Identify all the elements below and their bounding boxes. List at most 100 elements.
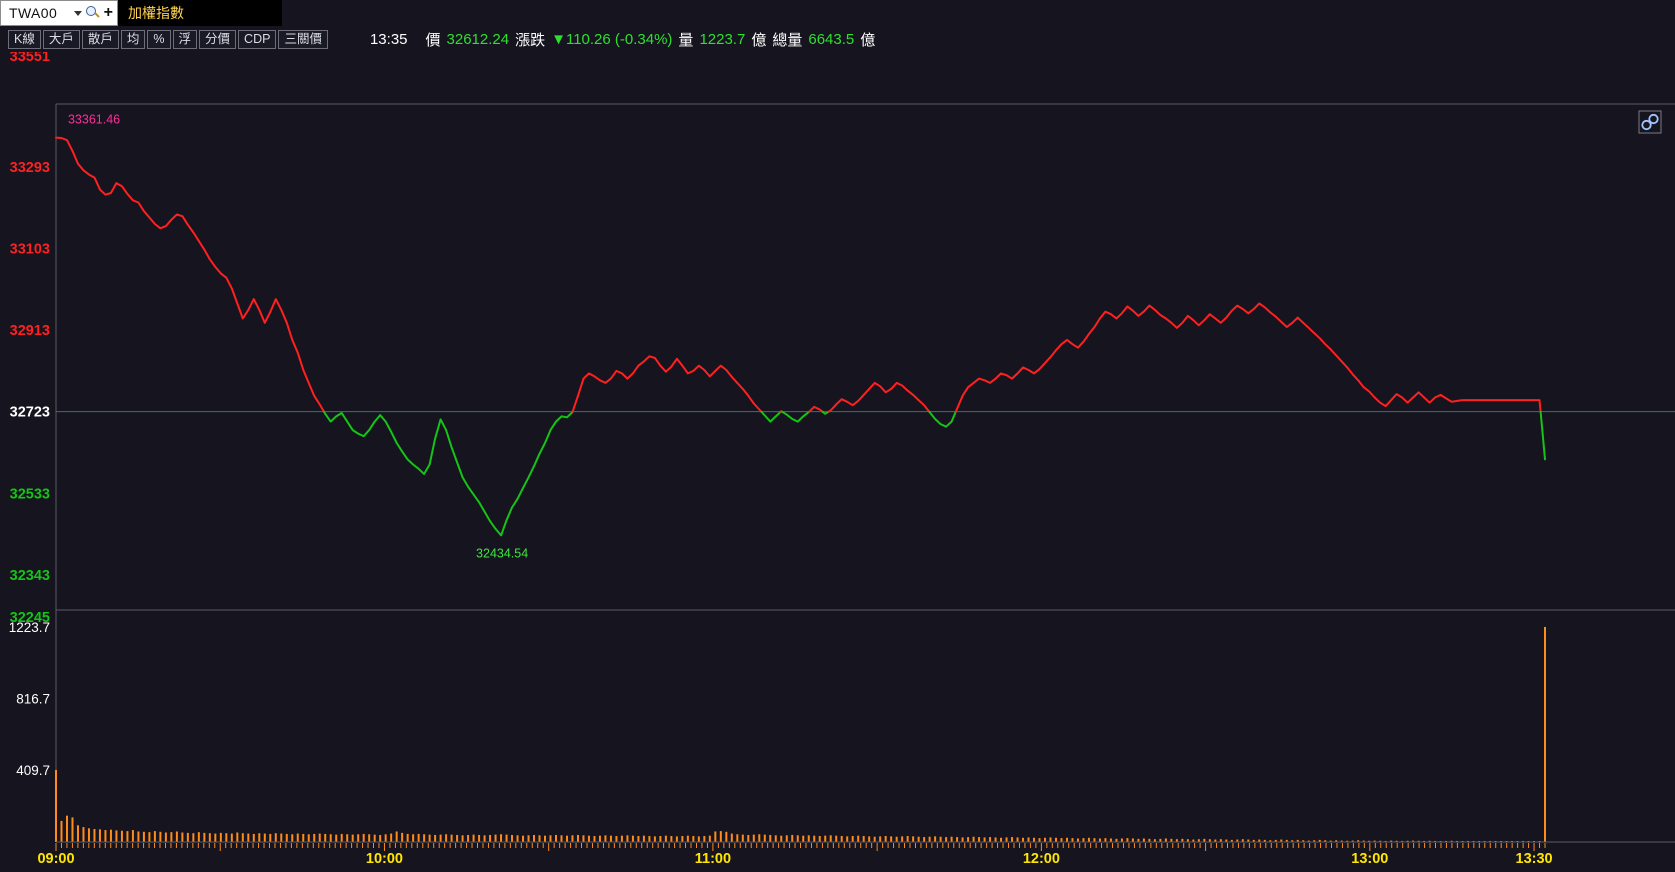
volume-bar (730, 833, 733, 842)
volume-bar (763, 834, 766, 842)
volume-bar (131, 830, 134, 842)
volume-bar (1285, 839, 1288, 842)
volume-bar (862, 836, 865, 842)
volume-bar (1489, 840, 1492, 842)
volume-bar (357, 834, 360, 842)
volume-bar (1296, 839, 1299, 842)
volume-bar (939, 836, 942, 842)
volume-bar (972, 836, 975, 842)
tool-button-priceladder[interactable]: 分價 (199, 29, 237, 49)
volume-bar (560, 835, 563, 842)
toolbar: K線 大戶 散戶 均 % 浮 分價 CDP 三關價 13:35 價 32612.… (0, 26, 1675, 52)
price-line-down (323, 410, 574, 537)
volume-bar (1208, 839, 1211, 842)
volume-bar (846, 836, 849, 842)
volume-bar (609, 835, 612, 842)
volume-bar (780, 835, 783, 842)
intraday-chart[interactable]: 33551 33293 33103 32913 32723 32533 32343 32245… (0, 52, 1675, 872)
volume-bar (285, 833, 288, 842)
volume-bar (989, 837, 992, 842)
volume-bar (1197, 839, 1200, 842)
link-chain-icon[interactable] (1638, 110, 1662, 134)
volume-bar (994, 837, 997, 842)
tool-button-cdp[interactable]: CDP (238, 29, 277, 49)
volume-bar (93, 828, 96, 842)
volume-bar (1445, 840, 1448, 842)
volume-bar (692, 836, 695, 842)
add-icon[interactable]: + (103, 4, 113, 21)
volume-bar (1423, 840, 1426, 842)
volume-bar (1417, 840, 1420, 842)
volume-bar (1346, 840, 1349, 842)
tool-button-bigplayer[interactable]: 大戶 (42, 29, 80, 49)
volume-bar (368, 834, 371, 842)
volume-bar (1098, 838, 1101, 842)
volume-bar (1033, 837, 1036, 842)
volume-bar (1054, 837, 1057, 842)
volume-bar (313, 833, 316, 842)
tool-button-retail[interactable]: 散戶 (81, 29, 119, 49)
volume-bar (472, 834, 475, 842)
volume-bar (1241, 839, 1244, 842)
volume-bar (351, 834, 354, 842)
volume-bar (686, 835, 689, 842)
volume-bar (390, 833, 393, 842)
volume-bar (1049, 837, 1052, 842)
volume-bar (544, 835, 547, 842)
symbol-name-box: 加權指數 (118, 0, 282, 26)
volume-bar (1247, 839, 1250, 842)
volume-bar (868, 836, 871, 842)
volume-bar (1203, 838, 1206, 842)
volume-bar (340, 833, 343, 842)
price-line-down (821, 410, 830, 415)
volume-bar (219, 832, 222, 842)
volume-bar (1373, 840, 1376, 842)
volume-bar (478, 834, 481, 842)
tool-button-kline[interactable]: K線 (8, 29, 41, 49)
volume-bar (1379, 840, 1382, 842)
volume-bar (1044, 837, 1047, 842)
volume-bar (615, 836, 618, 842)
volume-bar (1351, 840, 1354, 842)
volume-axis-tick: 409.7 (16, 763, 50, 778)
chevron-down-icon[interactable] (73, 10, 82, 16)
volume-bar (1153, 839, 1156, 842)
tool-button-average[interactable]: 均 (120, 29, 146, 49)
volume-bar (175, 831, 178, 842)
price-axis-tick: 32245 (10, 610, 50, 626)
chart-area[interactable]: 33551 33293 33103 32913 32723 32533 32343 32245… (0, 52, 1675, 872)
search-icon[interactable] (85, 6, 100, 20)
volume-bar (934, 836, 937, 842)
tool-button-float[interactable]: 浮 (172, 29, 198, 49)
volume-bar (230, 833, 233, 842)
tool-button-threegate[interactable]: 三關價 (278, 29, 328, 49)
volume-bar (1544, 626, 1546, 842)
volume-bar (967, 837, 970, 842)
symbol-input-box[interactable]: TWA00 + (0, 0, 118, 26)
volume-bar (1252, 839, 1255, 842)
quote-change-label: 漲跌 (515, 31, 546, 49)
tool-button-percent[interactable]: % (147, 29, 171, 49)
time-axis-label: 10:00 (366, 851, 403, 867)
volume-axis-tick: 816.7 (16, 692, 50, 707)
volume-bar (258, 833, 261, 842)
symbol-input[interactable]: TWA00 (9, 5, 58, 21)
volume-bar (626, 835, 629, 842)
price-axis-tick: 33103 (10, 241, 50, 257)
volume-bar (961, 837, 964, 842)
volume-bar (439, 834, 442, 842)
volume-bar (565, 835, 568, 842)
volume-bar (55, 769, 57, 842)
volume-bar (324, 833, 327, 842)
day-low-label: 32434.54 (476, 547, 528, 561)
volume-bar (164, 832, 167, 842)
volume-bar (428, 834, 431, 842)
volume-bar (1027, 837, 1030, 842)
volume-bar (1263, 839, 1266, 842)
volume-bar (511, 834, 514, 842)
volume-bar (818, 836, 821, 842)
volume-bar (681, 836, 684, 842)
day-high-label: 33361.46 (68, 112, 120, 126)
volume-bar (1302, 840, 1305, 842)
volume-bar (489, 834, 492, 842)
